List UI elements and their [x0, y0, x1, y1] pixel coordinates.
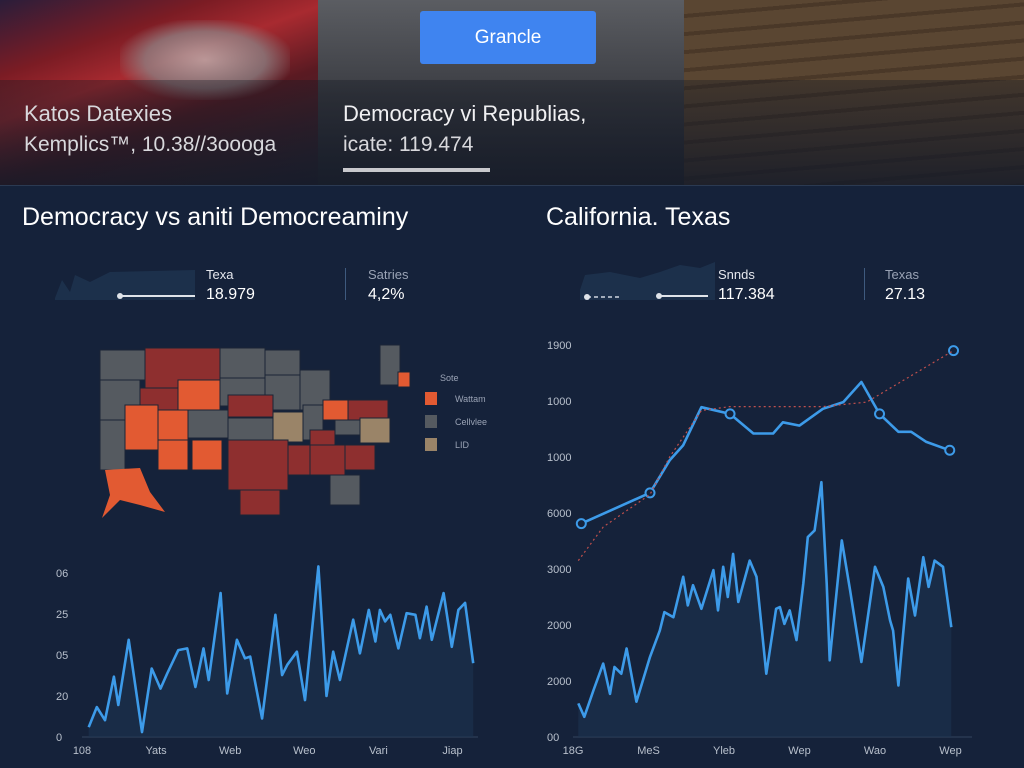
- legend-swatch: [425, 415, 437, 428]
- y-tick-label: 00: [547, 732, 559, 744]
- stat-value: 4,2%: [368, 286, 405, 303]
- x-tick-label: 18G: [563, 745, 584, 757]
- y-tick-label: 20: [56, 691, 68, 703]
- map-state: [187, 409, 229, 439]
- stat-label: Texa: [206, 267, 234, 282]
- legend-label: Cellvlee: [455, 417, 487, 427]
- x-tick-label: Yats: [145, 745, 167, 757]
- series-line: [580, 380, 951, 525]
- map-state: [309, 444, 346, 476]
- map-state: [227, 394, 274, 418]
- x-tick-label: Wep: [939, 745, 961, 757]
- x-tick-label: 108: [73, 745, 91, 757]
- y-tick-label: 1000: [547, 452, 571, 464]
- data-point-marker: [948, 345, 960, 357]
- data-point-marker: [874, 408, 886, 420]
- series-area: [88, 566, 474, 737]
- data-point-marker: [944, 444, 956, 456]
- map-state: [344, 444, 376, 471]
- legend-label: Wattam: [455, 394, 486, 404]
- y-tick-label: 1900: [547, 340, 571, 352]
- y-tick-label: 06: [56, 568, 68, 580]
- map-state: [99, 419, 126, 471]
- slider-right-a-handle[interactable]: [584, 294, 590, 300]
- y-tick-label: 05: [56, 650, 68, 662]
- y-tick-label: 6000: [547, 508, 571, 520]
- x-tick-label: Jiap: [442, 745, 462, 757]
- data-point-marker: [575, 518, 587, 530]
- y-tick-label: 2000: [547, 676, 571, 688]
- slider-left-handle[interactable]: [117, 293, 123, 299]
- legend-label: LID: [455, 440, 470, 450]
- y-tick-label: 1000: [547, 396, 571, 408]
- legend-swatch: [425, 438, 437, 451]
- map-state: [191, 439, 223, 471]
- left-panel-title: Democracy vs aniti Democreaminy: [22, 203, 409, 231]
- sparkline-area-right: [580, 262, 715, 300]
- map-legend-title: Sote: [440, 373, 459, 383]
- tab-underline: [343, 168, 490, 172]
- y-tick-label: 25: [56, 609, 68, 621]
- map-state: [379, 344, 401, 386]
- grancle-button[interactable]: Grancle: [420, 11, 596, 64]
- x-tick-label: Wao: [864, 745, 886, 757]
- series-line: [577, 480, 953, 719]
- map-state: [359, 417, 391, 444]
- x-tick-label: Web: [219, 745, 241, 757]
- map-state: [157, 439, 189, 471]
- y-tick-label: 2000: [547, 620, 571, 632]
- stat-value: 18.979: [206, 286, 255, 303]
- legend-swatch: [425, 392, 437, 405]
- header-left-title: Katos Datexies: [24, 101, 172, 126]
- stat-label: Satries: [368, 267, 409, 282]
- slider-right-b-handle[interactable]: [656, 293, 662, 299]
- header: Grancle Katos Datexies Kemplics™, 10.38/…: [0, 0, 1024, 186]
- series-line: [87, 565, 475, 734]
- divider: [864, 268, 865, 300]
- x-tick-label: MeS: [637, 745, 660, 757]
- map-state: [239, 489, 281, 516]
- tab-subtitle: icate: 119.474: [343, 133, 474, 156]
- y-tick-label: 0: [56, 732, 62, 744]
- stat-label: Texas: [885, 267, 919, 282]
- y-tick-label: 3000: [547, 564, 571, 576]
- map-state: [397, 371, 411, 388]
- x-tick-label: Wep: [788, 745, 810, 757]
- series-area: [578, 482, 952, 737]
- trend-line: [577, 350, 954, 561]
- x-tick-label: Weo: [293, 745, 315, 757]
- data-point-marker: [724, 408, 736, 420]
- sparkline-area-left: [55, 270, 195, 300]
- stat-value: 27.13: [885, 286, 926, 303]
- x-tick-label: Yleb: [713, 745, 735, 757]
- data-point-marker: [644, 487, 656, 499]
- stat-label: Snnds: [718, 267, 755, 282]
- right-panel-title: California. Texas: [546, 203, 731, 231]
- header-left-subtitle: Kemplics™, 10.38//3oooga: [24, 133, 277, 156]
- stat-value: 117.384: [718, 286, 775, 303]
- divider: [345, 268, 346, 300]
- map-state: [329, 474, 361, 506]
- tab-title: Democracy vi Republias,: [343, 101, 587, 126]
- map-state: [124, 404, 159, 451]
- map-state-alaska: [102, 468, 165, 518]
- x-tick-label: Vari: [369, 745, 388, 757]
- header-shade: [0, 80, 1024, 185]
